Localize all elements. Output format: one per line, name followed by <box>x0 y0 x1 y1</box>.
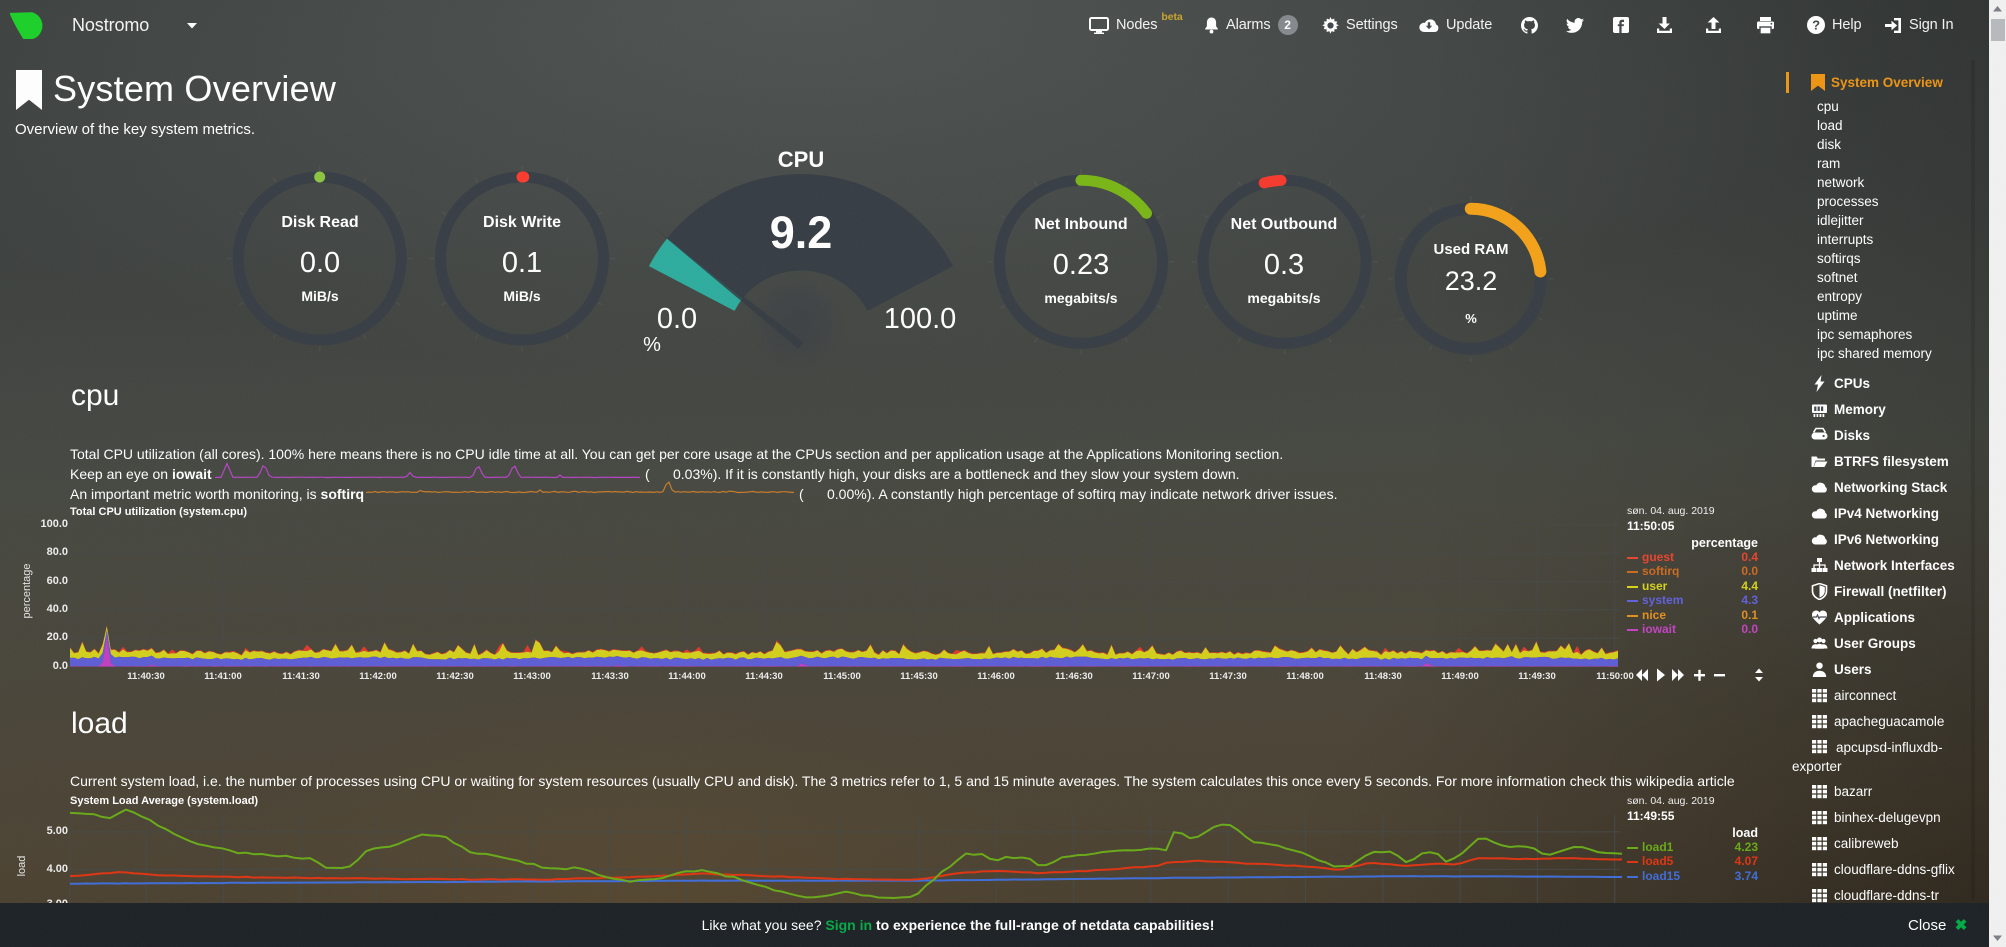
svg-text:?: ? <box>1812 17 1820 32</box>
